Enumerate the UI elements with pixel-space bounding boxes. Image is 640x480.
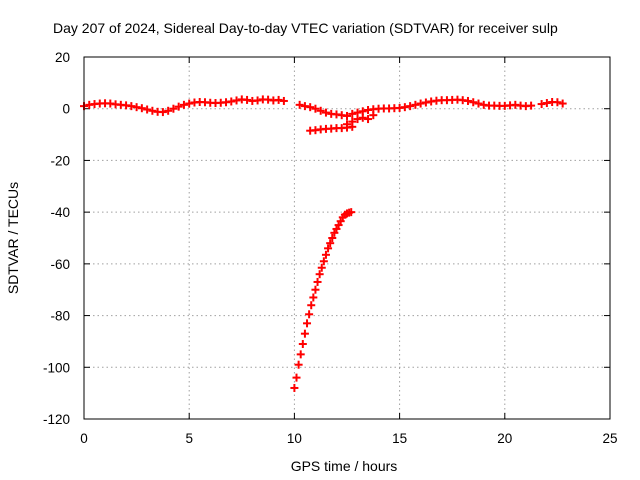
x-axis-label: GPS time / hours [291, 458, 398, 474]
series-2-points [343, 111, 378, 129]
data-point [274, 95, 283, 104]
y-tick-label: -20 [50, 153, 70, 168]
data-point [315, 270, 324, 279]
y-tick-label: 0 [62, 102, 70, 117]
data-points [80, 95, 567, 392]
x-tick-label: 15 [392, 431, 407, 446]
grid [84, 57, 610, 419]
data-point [321, 108, 330, 117]
y-tick-label: -80 [50, 309, 70, 324]
x-tick-label: 5 [185, 431, 193, 446]
data-point [348, 117, 357, 126]
data-point [311, 285, 320, 294]
data-point [296, 350, 305, 359]
data-point [158, 108, 167, 117]
data-point [148, 106, 157, 115]
plot-frame [83, 56, 611, 420]
data-point [328, 234, 337, 242]
data-point [537, 100, 546, 109]
data-point [232, 96, 241, 105]
data-point [364, 115, 373, 124]
data-point [319, 257, 328, 266]
data-point [179, 100, 188, 109]
data-point [143, 105, 152, 114]
data-point [305, 310, 314, 319]
data-point [558, 99, 567, 108]
data-point [164, 106, 173, 115]
data-point [527, 101, 536, 110]
data-point [298, 340, 307, 349]
data-point [137, 104, 146, 113]
data-point [132, 103, 141, 112]
data-point [347, 208, 356, 217]
data-point [295, 100, 304, 109]
data-point [400, 103, 409, 112]
data-point [542, 99, 551, 108]
data-point [416, 99, 425, 108]
x-tick-label: 10 [287, 431, 302, 446]
y-tick-label: 20 [55, 50, 70, 65]
data-point [353, 115, 362, 124]
data-point [290, 383, 299, 392]
data-point [279, 96, 288, 105]
data-point [321, 250, 330, 259]
data-point [309, 293, 318, 302]
data-point [463, 96, 472, 105]
x-tick-label: 20 [497, 431, 512, 446]
data-point [343, 120, 351, 129]
data-point [343, 111, 351, 120]
y-tick-label: -100 [43, 360, 70, 375]
data-point [307, 301, 316, 310]
data-point [303, 319, 312, 328]
data-point [292, 373, 301, 382]
chart-title: Day 207 of 2024, Sidereal Day-to-day VTE… [53, 20, 558, 36]
data-point [169, 104, 178, 113]
series-0-points [80, 95, 567, 120]
data-point [358, 113, 367, 122]
data-point [348, 109, 357, 118]
data-point [243, 95, 252, 104]
data-point [294, 360, 303, 369]
data-point [311, 104, 320, 113]
data-point [227, 97, 236, 106]
y-axis-label: SDTVAR / TECUs [5, 182, 21, 294]
data-point [300, 102, 309, 111]
data-point [369, 111, 378, 120]
y-tick-label: -120 [43, 412, 70, 427]
data-point [174, 102, 183, 111]
y-tick-label: -40 [50, 205, 70, 220]
x-tick-label: 0 [80, 431, 88, 446]
data-point [253, 96, 262, 105]
data-point [421, 98, 430, 107]
y-tick-label: -60 [50, 257, 70, 272]
data-point [553, 98, 562, 107]
data-point [185, 99, 194, 108]
series-3-points [290, 208, 356, 392]
data-point [324, 244, 333, 253]
data-point [474, 99, 483, 108]
data-point [326, 239, 335, 248]
data-point [300, 329, 309, 338]
data-point [313, 277, 322, 286]
x-tick-label: 25 [602, 431, 617, 446]
data-point [306, 103, 315, 112]
data-point [316, 106, 325, 115]
data-point [127, 102, 136, 111]
data-point [406, 102, 415, 111]
data-point [411, 100, 420, 109]
data-point [317, 263, 326, 272]
data-point [469, 98, 478, 107]
